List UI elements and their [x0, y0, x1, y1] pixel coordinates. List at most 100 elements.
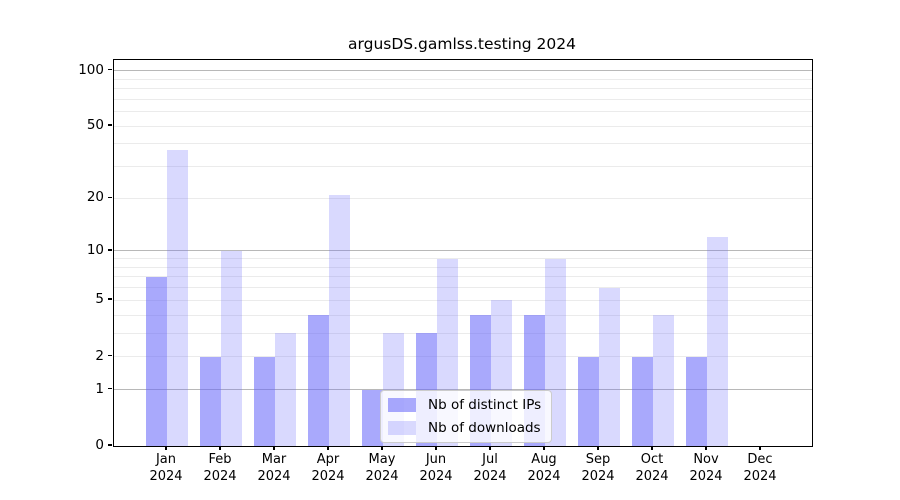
bar-downloads-oct: [653, 315, 674, 446]
y-tick-mark: [108, 298, 112, 300]
x-tick-label-dec: Dec 2024: [728, 452, 792, 485]
gridline-minor: [114, 111, 812, 113]
x-tick-month: Aug: [531, 452, 557, 467]
bar-ips-oct: [632, 356, 653, 446]
x-tick-mark: [651, 446, 653, 451]
x-tick-month: Jul: [482, 452, 498, 467]
bar-ips-sep: [578, 356, 599, 446]
bar-downloads-apr: [329, 194, 350, 446]
gridline-minor: [114, 276, 812, 278]
y-tick-label: 0: [95, 437, 104, 453]
gridline-minor: [114, 299, 812, 301]
x-tick-year: 2024: [419, 468, 453, 484]
bar-ips-may: [362, 389, 383, 446]
x-tick-label-mar: Mar 2024: [242, 452, 306, 485]
gridline-minor: [114, 166, 812, 168]
x-tick-label-sep: Sep 2024: [566, 452, 630, 485]
bar-ips-apr: [308, 315, 329, 446]
legend-label: Nb of distinct IPs: [428, 397, 542, 413]
x-tick-mark: [273, 446, 275, 451]
x-tick-year: 2024: [365, 468, 399, 484]
x-tick-year: 2024: [311, 468, 345, 484]
x-tick-month: Oct: [640, 452, 664, 467]
x-tick-label-feb: Feb 2024: [188, 452, 252, 485]
x-tick-year: 2024: [581, 468, 615, 484]
x-tick-mark: [219, 446, 221, 451]
gridline-minor: [114, 332, 812, 334]
x-tick-year: 2024: [689, 468, 723, 484]
gridline-minor: [114, 88, 812, 89]
legend-item: Nb of downloads: [388, 420, 541, 436]
x-tick-label-oct: Oct 2024: [620, 452, 684, 485]
y-tick-mark: [108, 249, 112, 251]
x-tick-label-may: May 2024: [350, 452, 414, 485]
gridline-minor: [114, 125, 812, 127]
bar-downloads-mar: [275, 333, 296, 446]
x-tick-label-nov: Nov 2024: [674, 452, 738, 485]
gridline-minor: [114, 78, 812, 80]
x-tick-year: 2024: [257, 468, 291, 484]
legend-swatch-ips: [388, 398, 416, 412]
y-tick-label: 20: [86, 189, 104, 206]
bar-ips-jan: [146, 276, 167, 446]
x-tick-mark: [327, 446, 329, 451]
gridline-minor: [114, 314, 812, 316]
x-tick-label-apr: Apr 2024: [296, 452, 360, 485]
x-tick-mark: [543, 446, 545, 451]
y-tick-label: 1: [95, 380, 104, 397]
x-tick-month: Nov: [693, 452, 719, 467]
legend-item: Nb of distinct IPs: [388, 397, 541, 413]
y-tick-mark: [108, 354, 112, 357]
x-tick-month: Mar: [261, 452, 287, 467]
x-tick-label-jun: Jun 2024: [404, 452, 468, 485]
y-tick-mark: [108, 124, 112, 126]
x-tick-year: 2024: [743, 468, 777, 484]
x-tick-label-aug: Aug 2024: [512, 452, 576, 485]
x-tick-mark: [759, 446, 761, 451]
gridline-minor: [114, 287, 812, 289]
y-tick-label: 5: [95, 291, 104, 308]
x-tick-mark: [381, 446, 383, 451]
y-tick-mark: [108, 196, 112, 199]
gridline-major: [114, 250, 812, 252]
gridline-minor: [114, 197, 812, 199]
x-tick-month: Sep: [585, 452, 611, 467]
x-tick-mark: [705, 446, 707, 451]
x-tick-mark: [165, 446, 167, 451]
x-tick-mark: [597, 446, 599, 451]
gridline-major: [114, 389, 812, 391]
bar-ips-nov: [686, 356, 707, 446]
x-tick-mark: [435, 446, 437, 451]
gridline-minor: [114, 266, 812, 268]
x-tick-label-jan: Jan 2024: [134, 452, 198, 485]
legend-label: Nb of downloads: [428, 420, 541, 436]
bar-downloads-sep: [599, 287, 620, 446]
bar-ips-mar: [254, 356, 275, 446]
x-tick-year: 2024: [635, 468, 669, 484]
plot-area: Nb of distinct IPs Nb of downloads: [113, 59, 813, 447]
y-tick-label: 2: [95, 347, 104, 364]
gridline-minor: [114, 98, 812, 100]
gridline-minor: [114, 143, 812, 145]
y-tick-mark: [108, 387, 112, 390]
x-tick-month: May: [368, 452, 396, 467]
y-tick-label: 50: [86, 117, 104, 134]
gridline-minor: [114, 356, 812, 358]
chart-title: argusDS.gamlss.testing 2024: [348, 35, 576, 53]
legend-swatch-downloads: [388, 421, 416, 435]
y-tick-mark: [108, 68, 112, 71]
x-tick-month: Apr: [316, 452, 340, 467]
x-tick-year: 2024: [473, 468, 507, 484]
y-tick-label: 10: [86, 241, 104, 258]
x-tick-year: 2024: [149, 468, 183, 484]
x-tick-month: Jun: [425, 452, 447, 467]
y-tick-mark: [108, 444, 112, 446]
x-tick-year: 2024: [527, 468, 561, 484]
bar-ips-feb: [200, 356, 221, 446]
x-tick-label-jul: Jul 2024: [458, 452, 522, 485]
x-tick-month: Jan: [155, 452, 177, 467]
x-tick-year: 2024: [203, 468, 237, 484]
y-tick-label: 100: [78, 61, 104, 78]
bar-downloads-jan: [167, 150, 188, 446]
